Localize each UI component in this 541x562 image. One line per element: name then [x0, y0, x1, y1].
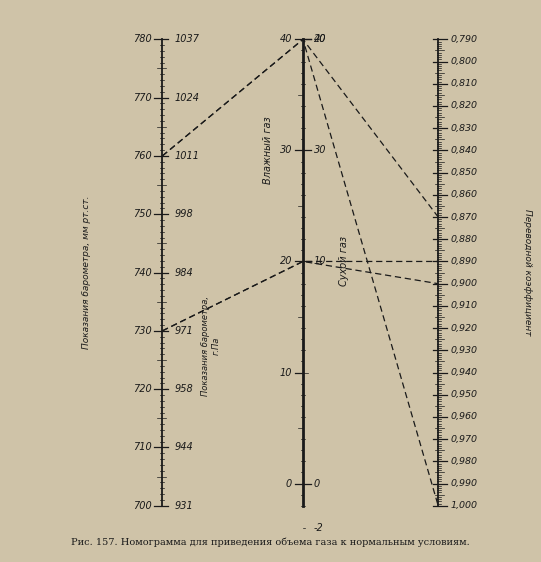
Text: 0,970: 0,970: [450, 434, 477, 443]
Text: 0,940: 0,940: [450, 368, 477, 377]
Text: 0,920: 0,920: [450, 324, 477, 333]
Text: 700: 700: [133, 501, 151, 511]
Text: 0,950: 0,950: [450, 390, 477, 399]
Text: 958: 958: [174, 384, 193, 394]
Text: Переводной коэффициент: Переводной коэффициент: [523, 209, 532, 336]
Text: 971: 971: [174, 326, 193, 336]
Text: 1024: 1024: [174, 93, 199, 103]
Text: 944: 944: [174, 442, 193, 452]
Text: 998: 998: [174, 209, 193, 219]
Text: 30: 30: [280, 146, 292, 156]
Text: 0: 0: [314, 479, 320, 488]
Text: 750: 750: [133, 209, 151, 219]
Text: 0,830: 0,830: [450, 124, 477, 133]
Text: 0,990: 0,990: [450, 479, 477, 488]
Text: 0,810: 0,810: [450, 79, 477, 88]
Text: 10: 10: [314, 256, 326, 266]
Text: Рис. 157. Номограмма для приведения объема газа к нормальным условиям.: Рис. 157. Номограмма для приведения объе…: [71, 538, 470, 547]
Text: 780: 780: [133, 34, 151, 44]
Text: 1011: 1011: [174, 151, 199, 161]
Text: 1,000: 1,000: [450, 501, 477, 510]
Text: 760: 760: [133, 151, 151, 161]
Text: 0,860: 0,860: [450, 191, 477, 200]
Text: 730: 730: [133, 326, 151, 336]
Text: Влажный газ: Влажный газ: [263, 116, 273, 184]
Text: 0,840: 0,840: [450, 146, 477, 155]
Text: 20: 20: [314, 34, 326, 44]
Text: 10: 10: [280, 368, 292, 378]
Text: 0,910: 0,910: [450, 301, 477, 310]
Text: 0,900: 0,900: [450, 279, 477, 288]
Text: 40: 40: [314, 34, 326, 44]
Text: 0,930: 0,930: [450, 346, 477, 355]
Text: 0,960: 0,960: [450, 413, 477, 422]
Text: Сухой газ: Сухой газ: [339, 237, 348, 287]
Text: Показания барометра, мм рт.ст.: Показания барометра, мм рт.ст.: [82, 196, 91, 350]
Text: 20: 20: [280, 256, 292, 266]
Text: 30: 30: [314, 146, 326, 156]
Text: 0,850: 0,850: [450, 168, 477, 177]
Text: 720: 720: [133, 384, 151, 394]
Text: 0: 0: [286, 479, 292, 488]
Text: 1037: 1037: [174, 34, 199, 44]
Text: 0,800: 0,800: [450, 57, 477, 66]
Text: 740: 740: [133, 268, 151, 278]
Text: 710: 710: [133, 442, 151, 452]
Text: 0,870: 0,870: [450, 212, 477, 221]
Text: 984: 984: [174, 268, 193, 278]
Text: 40: 40: [280, 34, 292, 44]
Text: 0,890: 0,890: [450, 257, 477, 266]
Text: 770: 770: [133, 93, 151, 103]
Text: 0,820: 0,820: [450, 102, 477, 111]
Text: -2: -2: [314, 523, 324, 533]
Text: 931: 931: [174, 501, 193, 511]
Text: 0,880: 0,880: [450, 235, 477, 244]
Text: 0,790: 0,790: [450, 35, 477, 44]
Text: 0,980: 0,980: [450, 457, 477, 466]
Text: Показания барометра,
г.Па: Показания барометра, г.Па: [201, 296, 221, 396]
